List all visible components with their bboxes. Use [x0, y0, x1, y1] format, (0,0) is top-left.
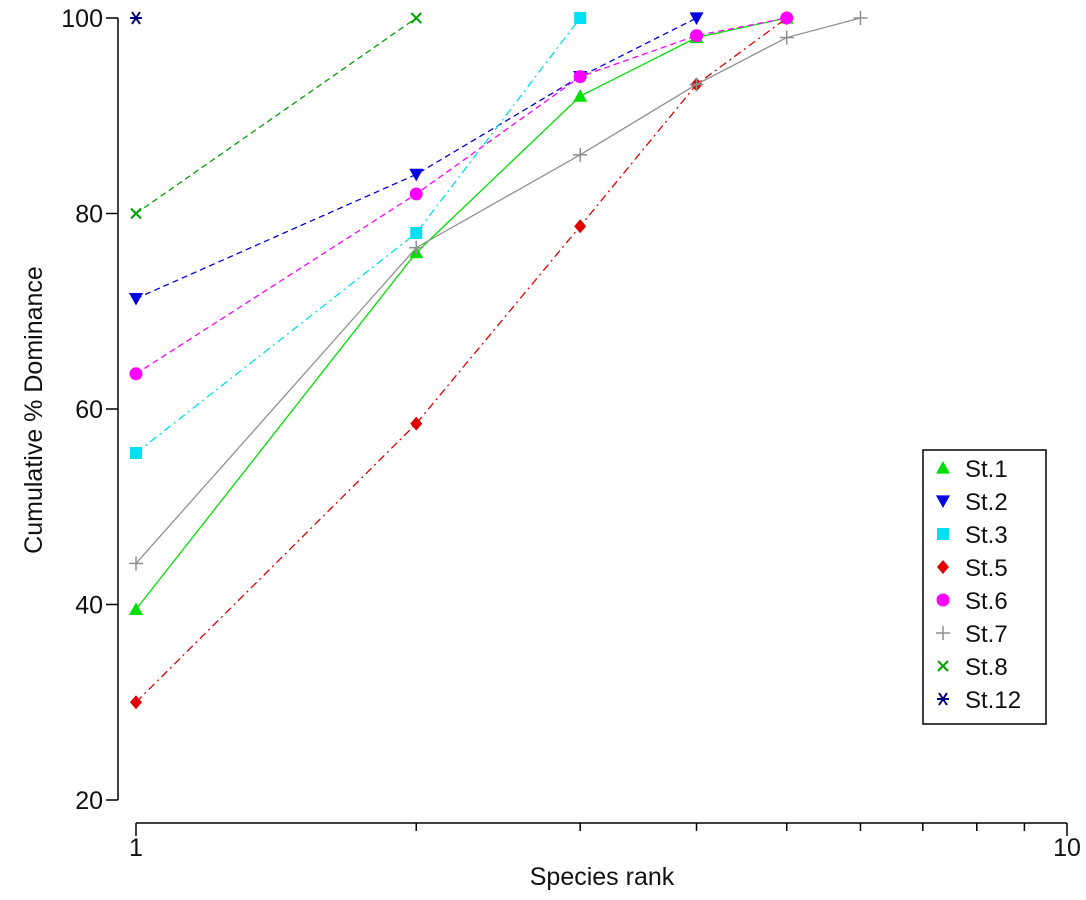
- legend-label-st-12: St.12: [965, 687, 1021, 714]
- legend-label-st-5: St.5: [965, 555, 1008, 582]
- y-tick-label: 60: [75, 396, 103, 424]
- data-point-st-7: [129, 556, 143, 571]
- data-point-st-7: [853, 11, 868, 25]
- data-point-st-7: [689, 77, 704, 92]
- legend-marker-st-8: [937, 660, 949, 672]
- series-line-st-8: [135, 17, 417, 215]
- y-tick-label: 20: [75, 787, 103, 815]
- data-point-st-8: [410, 12, 422, 24]
- legend-label-st-3: St.3: [965, 522, 1008, 549]
- data-point-st-2: [689, 12, 704, 25]
- series-st-1: [129, 11, 794, 615]
- x-tick-label: 1: [129, 834, 143, 862]
- data-point-st-8: [130, 207, 142, 220]
- series-st-5: [130, 11, 793, 710]
- legend-label-st-2: St.2: [965, 489, 1008, 516]
- axes: 20 40 60 80 100 1 10: [61, 5, 1081, 862]
- data-point-st-7: [779, 30, 794, 45]
- series-st-7: [129, 11, 868, 571]
- y-tick-label: 100: [61, 5, 103, 33]
- series-line-st-7: [135, 17, 861, 564]
- legend-marker-st-3: [937, 528, 949, 540]
- y-tick-label: 40: [75, 592, 103, 620]
- data-point-st-1: [129, 602, 143, 615]
- y-tick-label: 80: [75, 201, 103, 229]
- x-axis-title: Species rank: [530, 863, 675, 891]
- legend-label-st-1: St.1: [965, 456, 1008, 483]
- series-line-st-5: [135, 17, 788, 703]
- data-point-st-12: [130, 11, 142, 25]
- legend-marker-st-1: [936, 461, 950, 474]
- legend-label-st-8: St.8: [965, 654, 1008, 681]
- series-st-8: [130, 12, 422, 220]
- legend-label-st-7: St.7: [965, 621, 1008, 648]
- data-point-st-6: [409, 187, 423, 201]
- data-point-st-2: [129, 292, 143, 306]
- data-point-st-5: [130, 695, 142, 710]
- series-layer: [129, 11, 868, 710]
- legend: St.1 St.2 St.3 St.5 St.6 St.7 St.8 St.12: [922, 449, 1047, 725]
- series-line-st-3: [135, 17, 581, 454]
- data-point-st-3: [130, 446, 142, 459]
- data-point-st-2: [409, 168, 424, 182]
- series-st-12: [130, 11, 142, 25]
- legend-label-st-6: St.6: [965, 588, 1008, 615]
- legend-marker-st-5: [937, 560, 949, 574]
- data-point-st-6: [573, 70, 587, 84]
- data-point-st-5: [410, 416, 423, 431]
- data-point-st-5: [574, 219, 587, 234]
- series-line-st-6: [135, 17, 787, 375]
- data-point-st-7: [573, 147, 588, 162]
- series-st-2: [129, 12, 704, 306]
- legend-marker-st-7: [936, 626, 950, 640]
- legend-marker-st-12: [937, 692, 949, 706]
- x-tick-label: 10: [1053, 834, 1081, 862]
- data-point-st-3: [410, 227, 423, 240]
- series-line-st-1: [135, 17, 787, 610]
- series-st-3: [130, 12, 587, 459]
- y-axis-title: Cumulative % Dominance: [20, 266, 48, 554]
- data-point-st-6: [690, 29, 704, 43]
- series-st-6: [129, 11, 794, 381]
- data-point-st-6: [129, 367, 143, 381]
- data-point-st-1: [573, 89, 588, 102]
- legend-marker-st-2: [936, 495, 950, 508]
- data-point-st-3: [574, 12, 587, 24]
- data-point-st-7: [409, 240, 424, 255]
- data-point-st-6: [780, 11, 794, 25]
- legend-marker-st-6: [936, 593, 950, 607]
